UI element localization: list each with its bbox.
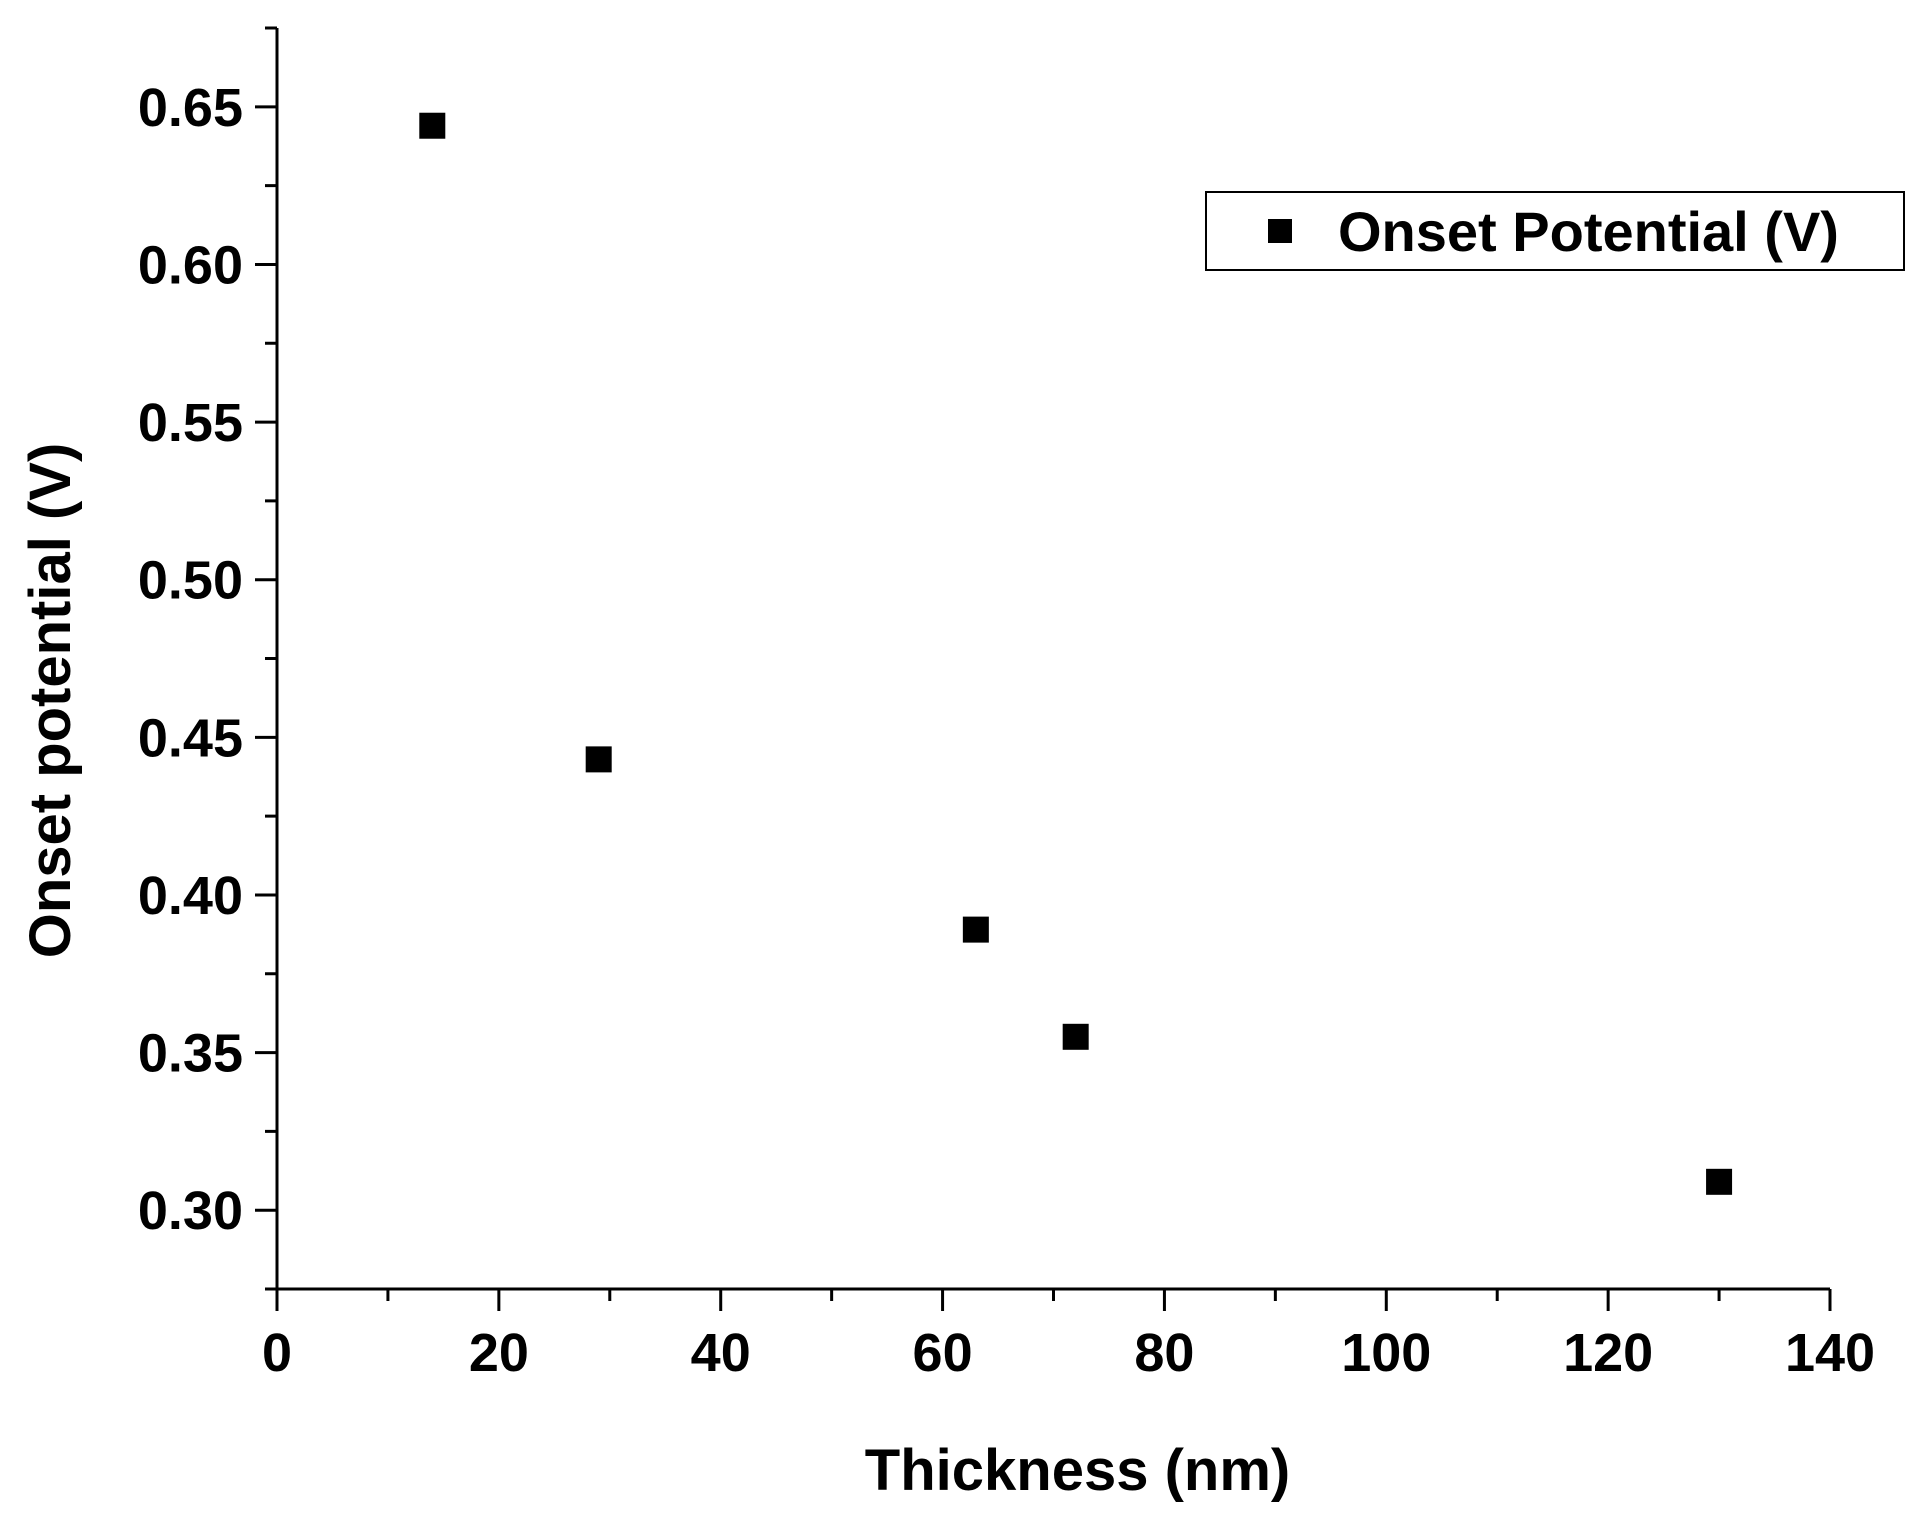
x-tick-label: 60 — [913, 1323, 973, 1383]
legend-box — [1205, 191, 1905, 271]
legend-marker — [1268, 219, 1292, 243]
y-tick-label: 0.35 — [138, 1024, 243, 1084]
y-tick-label: 0.30 — [138, 1181, 243, 1241]
data-points — [419, 112, 1733, 1195]
y-tick-label: 0.40 — [138, 866, 243, 926]
y-axis-title: Onset potential (V) — [18, 443, 83, 959]
ticks: 0 20 40 60 80 100 120 140 0.30 0.35 0.40 0.45 0.50 0.… — [138, 26, 1875, 1383]
x-tick-label: 80 — [1134, 1323, 1194, 1383]
x-tick-label: 120 — [1563, 1323, 1653, 1383]
data-point — [1706, 1168, 1733, 1195]
y-tick-label: 0.50 — [138, 551, 243, 611]
data-point — [419, 112, 446, 139]
y-tick-label: 0.55 — [138, 393, 243, 453]
y-tick-label: 0.45 — [138, 708, 243, 768]
y-tick-label: 0.65 — [138, 78, 243, 138]
x-axis-title: Thickness (nm) — [865, 1438, 1290, 1503]
data-point — [1062, 1023, 1089, 1050]
data-point — [585, 746, 612, 773]
y-tick-label: 0.60 — [138, 235, 243, 295]
x-tick-label: 40 — [691, 1323, 751, 1383]
x-tick-label: 100 — [1341, 1323, 1431, 1383]
x-tick-label: 0 — [262, 1323, 292, 1383]
legend-label: Onset Potential (V) — [1338, 200, 1839, 263]
data-point — [962, 916, 989, 943]
x-tick-label: 140 — [1785, 1323, 1875, 1383]
x-tick-label: 20 — [469, 1323, 529, 1383]
legend: Onset Potential (V) — [1205, 191, 1905, 271]
